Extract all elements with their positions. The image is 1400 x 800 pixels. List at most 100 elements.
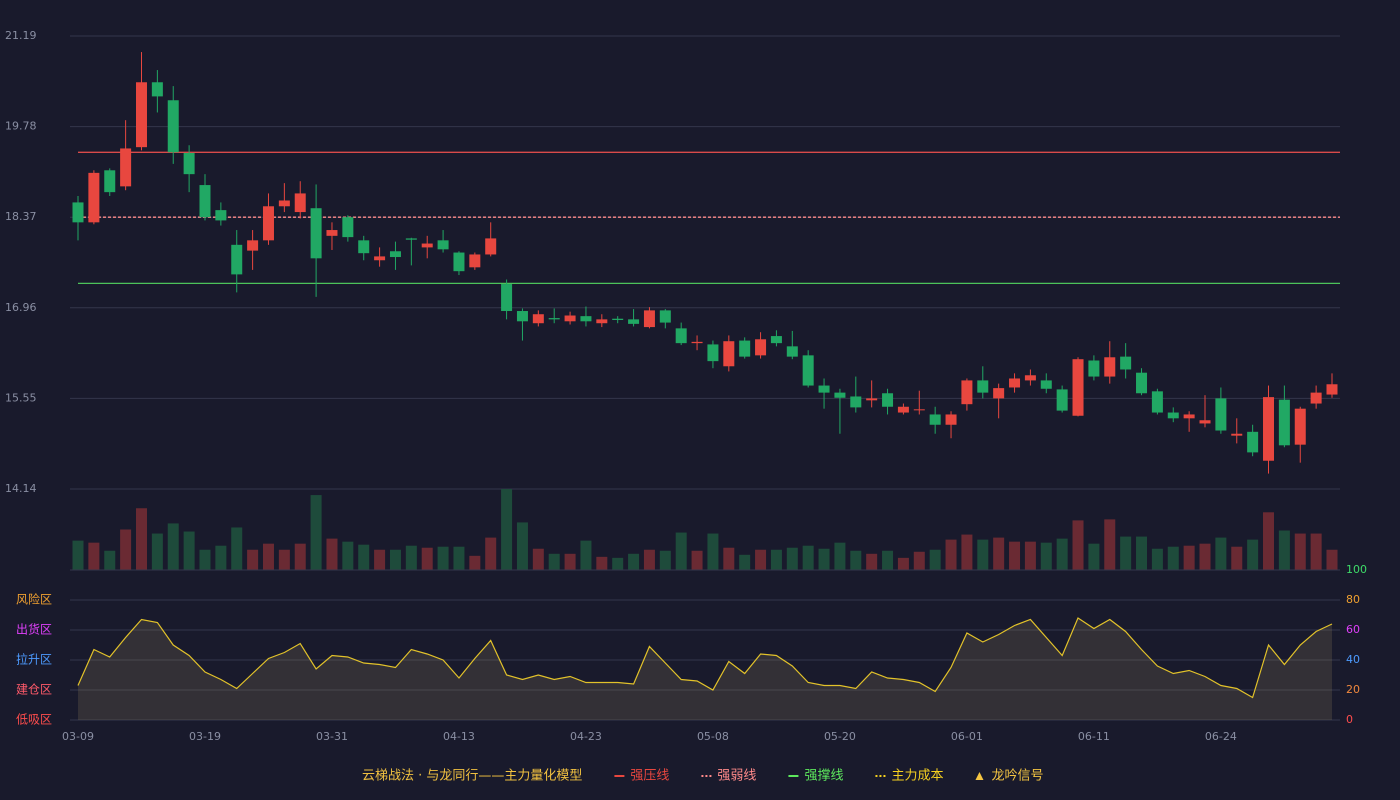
volume-bar xyxy=(818,548,830,570)
volume-bar xyxy=(421,547,433,570)
volume-bar xyxy=(342,541,354,570)
volume-bar xyxy=(612,557,624,570)
volume-bar xyxy=(120,529,132,570)
candle-body xyxy=(374,256,386,261)
candle-body xyxy=(1151,391,1163,413)
candle-body xyxy=(199,185,211,218)
volume-bar xyxy=(691,550,703,570)
y-tick-label: 21.19 xyxy=(5,29,37,42)
candle-body xyxy=(834,392,846,398)
y-tick-label: 15.55 xyxy=(5,391,37,404)
candle-body xyxy=(580,316,592,322)
candle-body xyxy=(1136,372,1148,394)
candle-body xyxy=(151,82,163,97)
y-tick-label: 14.14 xyxy=(5,482,37,495)
volume-bar xyxy=(1040,542,1052,570)
volume-bar xyxy=(485,537,497,570)
candle-body xyxy=(183,152,195,175)
volume-bar xyxy=(913,551,925,570)
candle-body xyxy=(596,319,608,324)
volume-bar xyxy=(1294,533,1306,570)
volume-bar xyxy=(802,545,814,570)
candle-body xyxy=(675,328,687,344)
volume-bar xyxy=(596,556,608,570)
volume-bar xyxy=(358,544,370,570)
candle-body xyxy=(755,339,767,356)
volume-bar xyxy=(993,537,1005,570)
volume-bar xyxy=(437,546,449,570)
candle-body xyxy=(310,208,322,259)
volume-bar xyxy=(1247,539,1259,570)
volume-bar xyxy=(770,549,782,570)
y-tick-label: 19.78 xyxy=(5,120,37,133)
volume-bar xyxy=(326,538,338,570)
candle-body xyxy=(88,172,100,223)
volume-bar xyxy=(88,542,100,570)
candle-body xyxy=(1326,384,1338,395)
volume-bar xyxy=(1151,548,1163,570)
volume-bar xyxy=(1088,543,1100,570)
x-tick-label: 06-11 xyxy=(1078,730,1110,743)
legend-title: 云梯战法 · 与龙同行——主力量化模型 xyxy=(362,769,582,784)
volume-bar xyxy=(1136,536,1148,570)
volume-bar xyxy=(1024,541,1036,570)
volume-bar xyxy=(1326,549,1338,570)
candle-body xyxy=(405,238,417,240)
candle-body xyxy=(167,100,179,153)
zone-label: 风险区 xyxy=(16,592,52,607)
candle-body xyxy=(1278,399,1290,446)
volume-bar xyxy=(945,539,957,570)
candle-body xyxy=(231,244,243,275)
legend-label: 强弱线 xyxy=(717,769,756,784)
volume-bar xyxy=(135,508,147,570)
y-tick-label: 18.37 xyxy=(5,210,37,223)
volume-bar xyxy=(1310,533,1322,570)
volume-bar xyxy=(786,547,798,570)
volume-bar xyxy=(516,522,528,570)
candle-body xyxy=(1231,433,1243,436)
volume-bar xyxy=(866,553,878,570)
candle-body xyxy=(739,340,751,357)
legend-label: 龙吟信号 xyxy=(991,768,1043,784)
indicator-line xyxy=(77,617,1333,699)
candle-body xyxy=(564,315,576,322)
candle-body xyxy=(1167,412,1179,419)
candle-body xyxy=(786,346,798,357)
candle-body xyxy=(770,336,782,344)
x-tick-label: 04-13 xyxy=(443,730,475,743)
candle-body xyxy=(945,414,957,425)
volume-bar xyxy=(1278,530,1290,570)
volume-bar xyxy=(707,533,719,570)
candle-body xyxy=(72,202,84,223)
zone-label: 出货区 xyxy=(16,622,52,637)
candle-body xyxy=(913,409,925,411)
volume-bar xyxy=(1072,520,1084,570)
y-tick-label: 20 xyxy=(1346,683,1360,696)
volume-bar xyxy=(532,548,544,570)
candle-body xyxy=(516,311,528,322)
legend-label: 主力成本 xyxy=(891,769,943,784)
candle-body xyxy=(342,217,354,238)
volume-bar xyxy=(453,546,465,570)
candle-body xyxy=(1056,389,1068,411)
candle-body xyxy=(961,380,973,405)
volume-bar xyxy=(882,550,894,570)
candle-body xyxy=(1009,378,1021,388)
candle-body xyxy=(104,170,116,193)
volume-bar xyxy=(167,523,179,570)
candle-body xyxy=(1024,375,1036,381)
candle-body xyxy=(866,398,878,401)
candle-body xyxy=(929,414,941,425)
indicator-area xyxy=(78,618,1332,720)
volume-bar xyxy=(977,539,989,570)
x-tick-label: 05-20 xyxy=(824,730,856,743)
x-tick-label: 06-01 xyxy=(951,730,983,743)
volume-bar xyxy=(755,549,767,570)
volume-bar xyxy=(1056,538,1068,570)
x-tick-label: 04-23 xyxy=(570,730,602,743)
volume-bar xyxy=(501,489,513,570)
candle-body xyxy=(120,148,132,187)
candle-body xyxy=(437,240,449,250)
y-tick-label: 16.96 xyxy=(5,301,37,314)
